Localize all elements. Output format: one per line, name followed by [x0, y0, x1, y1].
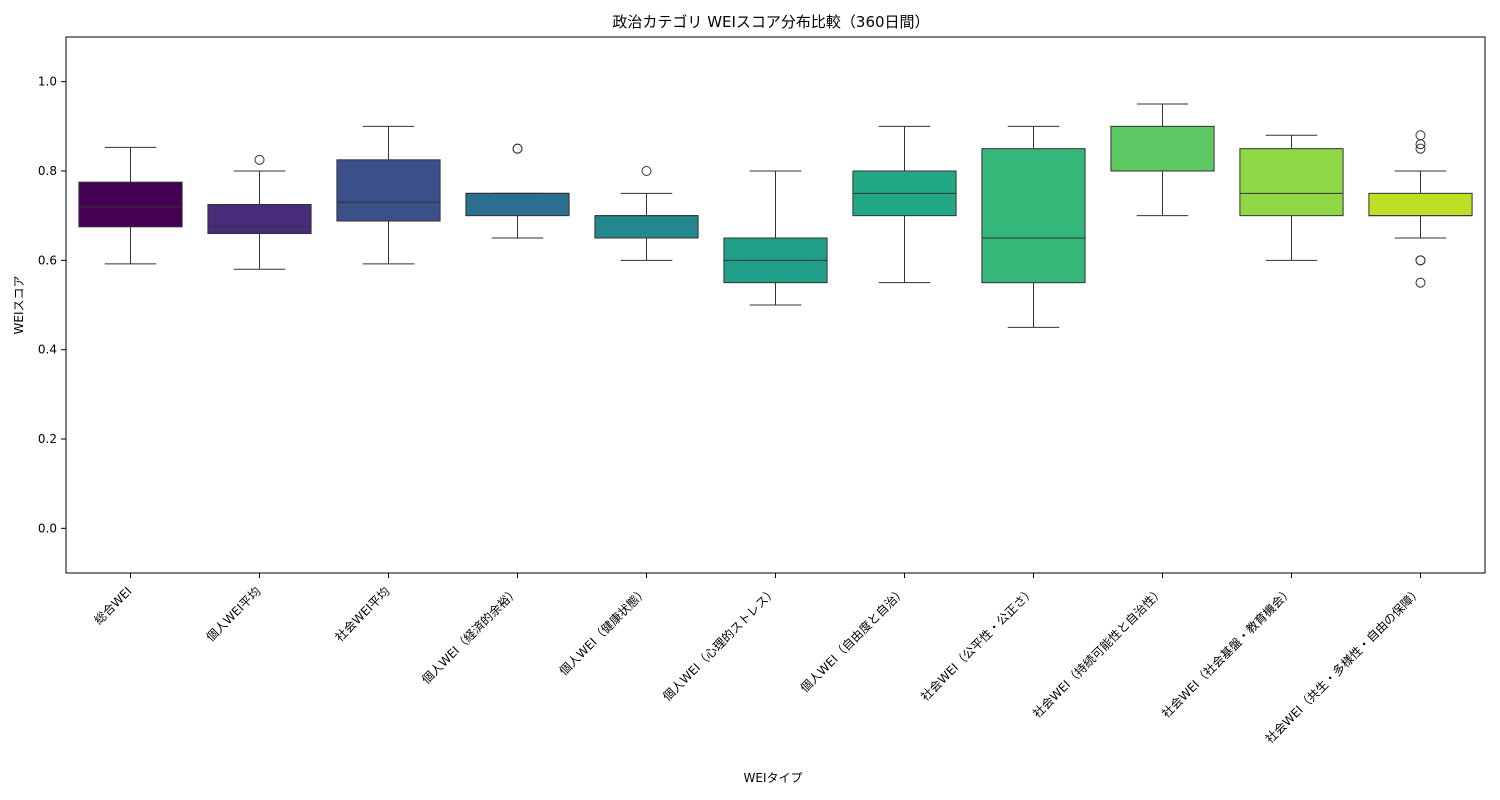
- box-group: [852, 125, 957, 284]
- outlier-point: [512, 143, 523, 154]
- y-tick-label: 0.0: [38, 521, 57, 535]
- box-group: [1368, 130, 1473, 288]
- y-tick-label: 0.4: [38, 343, 57, 357]
- x-tick-label: 個人WEI（経済的余裕）: [418, 584, 521, 687]
- box-group: [1239, 134, 1344, 261]
- box-group: [981, 125, 1086, 328]
- x-tick-label: 社会WEI平均: [332, 584, 393, 645]
- x-axis: 総合WEI 個人WEI平均 社会WEI平均 個人WEI（経済的余裕） 個人WEI（健康状…: [91, 573, 1425, 746]
- box-group: [207, 154, 312, 270]
- box-iqr: [78, 181, 183, 228]
- y-tick-label: 0.2: [38, 432, 57, 446]
- box-group: [465, 143, 570, 239]
- box-iqr: [207, 204, 312, 235]
- y-axis: 0.0 0.2 0.4 0.6 0.8 1.0: [38, 75, 66, 535]
- x-tick-label: 個人WEI（健康状態）: [556, 584, 651, 679]
- x-tick-label: 社会WEI（社会基盤・教育機会）: [1158, 584, 1295, 721]
- outlier-point: [1415, 143, 1426, 154]
- x-tick-label: 社会WEI（持続可能性と自治性）: [1029, 584, 1166, 721]
- y-tick-label: 1.0: [38, 75, 57, 89]
- box-group: [594, 166, 699, 261]
- outlier-point: [1415, 255, 1426, 266]
- box-group: [78, 146, 183, 265]
- box-group: [1110, 103, 1215, 217]
- x-tick-label: 個人WEI（心理的ストレス）: [659, 584, 779, 704]
- outlier-point: [1415, 130, 1426, 141]
- box-group: [723, 170, 828, 306]
- x-tick-label: 個人WEI平均: [204, 584, 264, 644]
- y-tick-label: 0.6: [38, 253, 57, 267]
- box-iqr: [336, 159, 441, 222]
- outlier-point: [254, 154, 265, 165]
- box-iqr: [981, 148, 1086, 284]
- chart-title: 政治カテゴリ WEIスコア分布比較（360日間）: [612, 13, 929, 31]
- x-axis-label: WEIタイプ: [744, 771, 803, 785]
- outlier-point: [1415, 139, 1426, 150]
- y-axis-label: WEIスコア: [12, 276, 26, 335]
- box-iqr: [1110, 125, 1215, 172]
- box-iqr: [1368, 192, 1473, 217]
- box-iqr: [465, 192, 570, 217]
- y-tick-label: 0.8: [38, 164, 57, 178]
- x-tick-label: 社会WEI（共生・多様性・自由の保障）: [1262, 584, 1425, 747]
- box-group: [336, 125, 441, 265]
- x-tick-label: 社会WEI（公平性・公正さ）: [917, 584, 1037, 704]
- box-iqr: [1239, 148, 1344, 217]
- x-tick-label: 個人WEI（自由度と自治）: [797, 584, 909, 696]
- x-tick-label: 総合WEI: [91, 584, 135, 628]
- outlier-point: [641, 166, 652, 176]
- box-iqr: [594, 215, 699, 239]
- outlier-point: [1415, 277, 1426, 288]
